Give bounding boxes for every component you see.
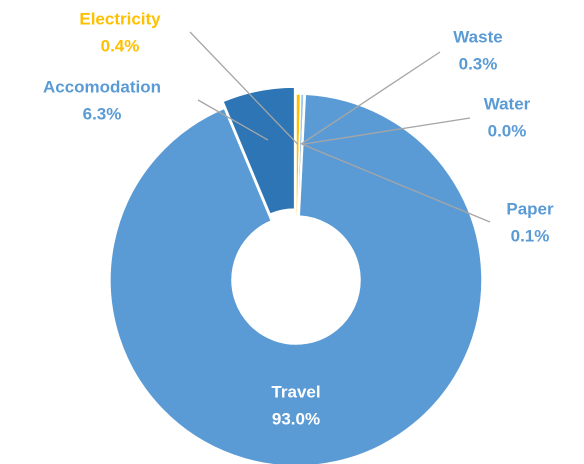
slice xyxy=(221,86,296,216)
slice-label: Travel xyxy=(271,382,320,401)
value-label: 6.3% xyxy=(83,104,122,123)
leader-line xyxy=(197,99,269,141)
value-label: 0.3% xyxy=(459,54,498,73)
leader-line xyxy=(189,31,299,145)
value-label: 0.0% xyxy=(488,121,527,140)
slice-label: Accomodation xyxy=(43,77,161,96)
slice-label: Waste xyxy=(453,27,502,46)
slice-label: Electricity xyxy=(79,9,161,28)
slice-label: Water xyxy=(484,94,531,113)
value-label: 93.0% xyxy=(272,409,320,428)
slice-label: Paper xyxy=(506,199,554,218)
leader-line xyxy=(302,143,491,223)
value-label: 0.1% xyxy=(511,226,550,245)
leader-line xyxy=(300,51,441,145)
slice xyxy=(109,93,483,464)
leader-line xyxy=(301,117,471,145)
value-label: 0.4% xyxy=(101,36,140,55)
